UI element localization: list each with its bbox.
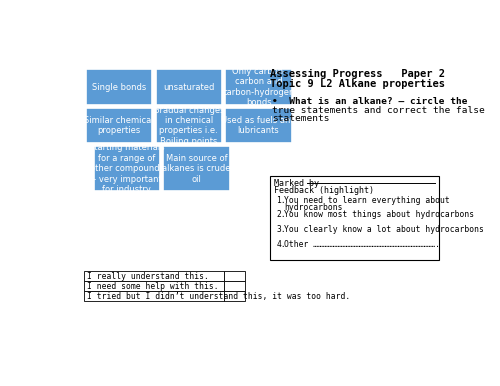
Text: true statements and correct the false: true statements and correct the false — [272, 106, 484, 115]
Text: 1.: 1. — [276, 196, 286, 205]
Text: You know most things about hydrocarbons: You know most things about hydrocarbons — [284, 210, 474, 219]
FancyBboxPatch shape — [224, 291, 246, 301]
FancyBboxPatch shape — [225, 69, 292, 105]
Text: Starting materials
for a range of
other compounds
– very important
for industry: Starting materials for a range of other … — [89, 144, 164, 194]
Text: I really understand this.: I really understand this. — [86, 272, 208, 281]
FancyBboxPatch shape — [156, 69, 222, 105]
FancyBboxPatch shape — [84, 281, 224, 291]
Text: Assessing Progress   Paper 2: Assessing Progress Paper 2 — [270, 69, 445, 80]
Text: statements: statements — [272, 114, 329, 123]
Text: •  What is an alkane? – circle the: • What is an alkane? – circle the — [272, 97, 467, 106]
Text: Marked by: Marked by — [274, 179, 319, 188]
Text: Topic 9 L2 Alkane properties: Topic 9 L2 Alkane properties — [270, 80, 445, 90]
Text: You clearly know a lot about hydrocarbons: You clearly know a lot about hydrocarbon… — [284, 225, 484, 234]
Text: I need some help with this.: I need some help with this. — [86, 282, 218, 291]
Text: Similar chemical
properties: Similar chemical properties — [84, 116, 154, 135]
FancyBboxPatch shape — [225, 108, 292, 143]
FancyBboxPatch shape — [86, 108, 152, 143]
FancyBboxPatch shape — [84, 271, 224, 281]
Text: I tried but I didn’t understand this, it was too hard.: I tried but I didn’t understand this, it… — [86, 292, 350, 301]
FancyBboxPatch shape — [163, 146, 230, 191]
FancyBboxPatch shape — [224, 281, 246, 291]
FancyBboxPatch shape — [156, 108, 222, 143]
FancyBboxPatch shape — [84, 291, 224, 301]
Text: Feedback (highlight): Feedback (highlight) — [274, 186, 374, 195]
Text: Other ………………………………………………………………….: Other …………………………………………………………………. — [284, 240, 440, 249]
Text: hydrocarbons: hydrocarbons — [284, 203, 343, 212]
Text: 2.: 2. — [276, 210, 286, 219]
Text: unsaturated: unsaturated — [163, 83, 214, 91]
FancyBboxPatch shape — [94, 146, 160, 191]
FancyBboxPatch shape — [270, 176, 439, 261]
Text: Gradual changes
in chemical
properties i.e.
Boiling points: Gradual changes in chemical properties i… — [153, 105, 224, 146]
FancyBboxPatch shape — [224, 271, 246, 281]
Text: Single bonds: Single bonds — [92, 83, 146, 91]
Text: 3.: 3. — [276, 225, 286, 234]
Text: Used as fuels and
lubricants: Used as fuels and lubricants — [221, 116, 296, 135]
Text: Only carbon-
carbon and
carbon-hydrogen
bonds: Only carbon- carbon and carbon-hydrogen … — [222, 67, 295, 107]
Text: You need to learn everything about: You need to learn everything about — [284, 196, 450, 205]
Text: 4.: 4. — [276, 240, 286, 249]
FancyBboxPatch shape — [86, 69, 152, 105]
Text: Main source of
alkanes is crude
oil: Main source of alkanes is crude oil — [162, 154, 231, 184]
